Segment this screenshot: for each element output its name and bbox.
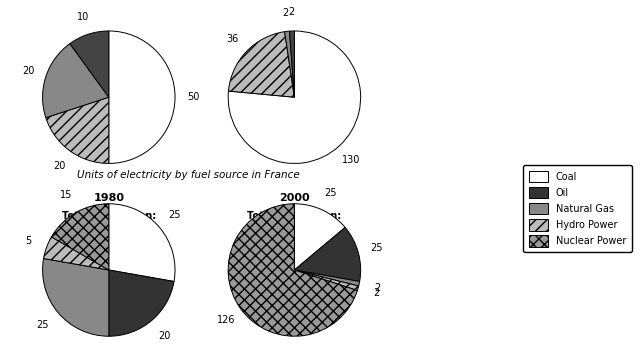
Wedge shape [289,31,294,97]
Wedge shape [44,237,109,270]
Text: 25: 25 [324,188,337,198]
Wedge shape [43,44,109,118]
Wedge shape [228,31,360,163]
Wedge shape [294,270,358,291]
Text: 5: 5 [25,235,31,246]
Wedge shape [285,31,294,97]
Legend: Coal, Oil, Natural Gas, Hydro Power, Nuclear Power: Coal, Oil, Natural Gas, Hydro Power, Nuc… [523,165,632,252]
Text: 20: 20 [158,331,170,341]
Wedge shape [51,204,109,270]
Text: 10: 10 [76,12,89,22]
Text: 1980: 1980 [93,193,124,203]
Text: 126: 126 [216,315,235,325]
Wedge shape [294,204,345,270]
Text: 2: 2 [282,8,288,18]
Text: Total Production:
100 units: Total Production: 100 units [61,211,156,233]
Text: 25: 25 [36,320,49,330]
Text: 2: 2 [288,8,294,18]
Wedge shape [228,204,357,336]
Wedge shape [294,270,360,286]
Wedge shape [294,228,360,282]
Text: 20: 20 [22,66,35,76]
Text: 15: 15 [60,190,72,201]
Text: Total Production:
170 units: Total Production: 170 units [247,211,342,233]
Text: 25: 25 [168,210,181,220]
Text: 2000: 2000 [279,193,310,203]
Wedge shape [109,270,174,336]
Text: 130: 130 [342,155,361,165]
Text: Units of electricity by fuel source in France: Units of electricity by fuel source in F… [77,170,300,180]
Wedge shape [46,97,109,163]
Wedge shape [109,31,175,163]
Text: 2: 2 [374,283,380,293]
Text: 50: 50 [188,92,200,102]
Text: 36: 36 [227,34,239,44]
Wedge shape [43,258,109,336]
Wedge shape [228,32,294,97]
Wedge shape [70,31,109,97]
Text: 25: 25 [370,243,383,253]
Wedge shape [109,204,175,282]
Text: 20: 20 [52,161,65,171]
Text: 2: 2 [372,288,379,298]
